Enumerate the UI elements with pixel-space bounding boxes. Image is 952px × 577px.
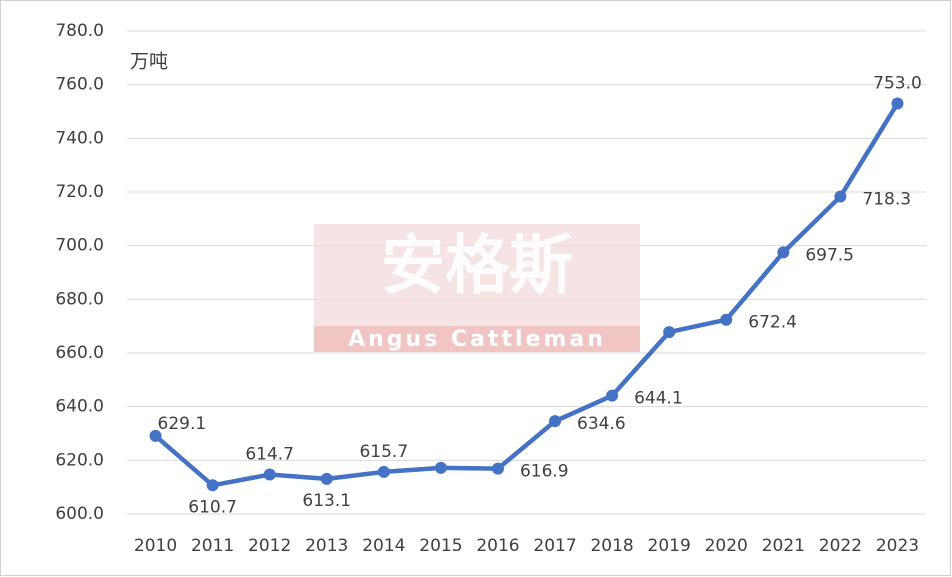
y-tick-label: 780.0 [55, 21, 104, 41]
point [377, 465, 390, 478]
data-label: 644.1 [634, 389, 683, 409]
point [149, 429, 162, 442]
y-tick-label: 720.0 [55, 182, 104, 202]
x-tick-label: 2021 [762, 536, 805, 556]
point [320, 472, 333, 485]
data-label: 672.4 [748, 313, 797, 333]
x-tick-label: 2014 [362, 536, 405, 556]
data-label: 634.6 [577, 414, 626, 434]
data-label: 610.7 [188, 497, 237, 517]
y-tick-label: 680.0 [55, 289, 104, 309]
point [891, 97, 904, 110]
data-label: 614.7 [245, 445, 294, 465]
watermark-subtitle: Angus Cattleman [348, 327, 606, 352]
data-label: 615.7 [359, 442, 408, 462]
y-tick-label: 600.0 [55, 504, 104, 524]
point [777, 246, 790, 259]
x-tick-label: 2012 [248, 536, 291, 556]
point [606, 389, 619, 402]
point [663, 326, 676, 339]
x-tick-label: 2023 [876, 536, 919, 556]
data-label: 613.1 [302, 491, 351, 511]
point [491, 462, 504, 475]
x-tick-label: 2018 [590, 536, 633, 556]
x-tick-label: 2017 [533, 536, 576, 556]
y-tick-label: 660.0 [55, 343, 104, 363]
x-tick-label: 2016 [476, 536, 519, 556]
y-tick-label: 740.0 [55, 128, 104, 148]
x-tick-label: 2020 [705, 536, 748, 556]
x-tick-label: 2015 [419, 536, 462, 556]
point [206, 479, 219, 492]
x-tick-label: 2011 [191, 536, 234, 556]
point [434, 461, 447, 474]
point [263, 468, 276, 481]
y-tick-label: 620.0 [55, 450, 104, 470]
line [154, 102, 900, 488]
watermark-band [314, 326, 640, 352]
y-tick-label: 700.0 [55, 236, 104, 256]
point [549, 415, 562, 428]
data-label: 718.3 [862, 190, 911, 210]
x-tick-label: 2013 [305, 536, 348, 556]
x-tick-label: 2022 [819, 536, 862, 556]
data-label: 629.1 [158, 414, 207, 434]
data-label: 616.9 [520, 462, 569, 482]
unit-label: 万吨 [130, 51, 168, 73]
point [834, 190, 847, 203]
data-label: 753.0 [873, 73, 922, 93]
point [720, 313, 733, 326]
y-tick-label: 760.0 [55, 75, 104, 95]
x-tick-label: 2019 [648, 536, 691, 556]
data-label: 697.5 [805, 245, 854, 265]
y-tick-label: 640.0 [55, 397, 104, 417]
x-tick-label: 2010 [134, 536, 177, 556]
watermark: 安格斯 Angus Cattleman [314, 224, 640, 352]
watermark-title: 安格斯 [381, 230, 573, 304]
